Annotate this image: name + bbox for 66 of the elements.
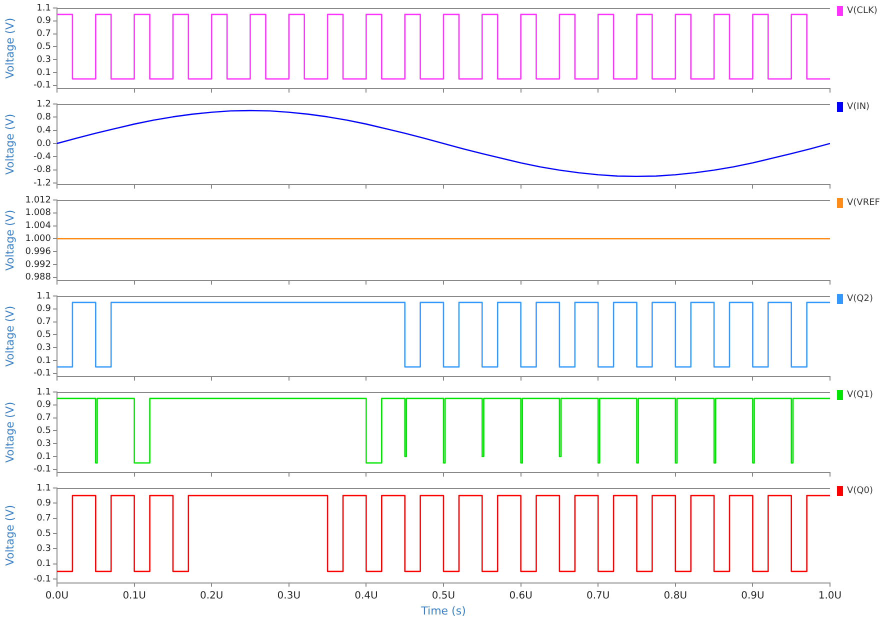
y-tick-label: 0.5 — [36, 330, 51, 340]
y-tick-label: 0.3 — [36, 54, 51, 65]
y-tick-label: 1.1 — [36, 3, 51, 14]
y-tick-label: 1.008 — [25, 208, 52, 218]
y-tick-label: 0.9 — [36, 304, 52, 314]
x-tick-label: 0.3U — [277, 590, 301, 602]
x-tick-label: 0.8U — [664, 590, 688, 602]
x-tick-label: 0.9U — [741, 590, 764, 602]
y-tick-label: -0.8 — [33, 165, 52, 176]
x-tick-label: 0.2U — [200, 590, 224, 602]
legend-label: V(Q1) — [847, 390, 873, 400]
x-tick-label: 0.5U — [432, 590, 456, 602]
y-tick-label: 0.7 — [36, 413, 51, 424]
y-tick-label: 1.000 — [25, 234, 52, 244]
y-tick-label: 0.1 — [36, 68, 51, 78]
y-tick-label: 0.7 — [36, 514, 51, 524]
y-axis-title: Voltage (V) — [3, 210, 16, 271]
y-axis-title: Voltage (V) — [3, 504, 16, 566]
y-tick-label: 0.0 — [36, 138, 52, 149]
y-tick-label: 0.1 — [36, 559, 51, 570]
x-tick-label: 0.0U — [45, 590, 69, 602]
y-tick-label: 1.004 — [25, 221, 52, 232]
y-tick-label: 1.1 — [36, 483, 51, 494]
x-axis-title: Time (s) — [420, 604, 466, 618]
y-tick-label: 0.1 — [36, 452, 51, 462]
y-tick-label: 0.7 — [36, 317, 51, 328]
y-tick-label: 1.1 — [36, 387, 51, 398]
y-tick-label: 0.8 — [36, 112, 52, 123]
x-tick-label: 0.4U — [354, 590, 378, 602]
y-axis-title: Voltage (V) — [3, 18, 16, 79]
y-tick-label: -0.1 — [33, 464, 51, 475]
y-tick-label: -0.4 — [33, 152, 52, 162]
y-tick-label: 0.3 — [36, 544, 51, 554]
y-tick-label: 0.3 — [36, 438, 51, 449]
y-tick-label: 0.992 — [25, 260, 51, 270]
y-tick-label: 0.9 — [36, 400, 52, 410]
x-tick-label: 0.1U — [122, 590, 146, 602]
y-tick-label: 0.996 — [25, 246, 52, 257]
y-tick-label: 0.9 — [36, 498, 52, 509]
y-tick-label: 0.5 — [36, 42, 51, 52]
x-tick-label: 0.7U — [586, 590, 610, 602]
y-tick-label: 0.5 — [36, 528, 51, 539]
y-tick-label: 1.2 — [36, 99, 51, 110]
x-tick-label: 0.6U — [509, 590, 532, 602]
y-tick-label: -1.2 — [33, 178, 51, 188]
y-tick-label: 0.1 — [36, 356, 51, 366]
y-axis-title: Voltage (V) — [3, 306, 16, 367]
y-tick-label: 0.988 — [25, 272, 52, 283]
y-tick-label: 1.1 — [36, 291, 51, 302]
y-axis-title: Voltage (V) — [3, 402, 16, 463]
y-tick-label: 0.5 — [36, 426, 51, 436]
legend-label: V(Q0) — [847, 486, 873, 496]
x-tick-label: 1.0U — [818, 590, 842, 602]
y-tick-label: 0.7 — [36, 29, 51, 40]
y-axis-title: Voltage (V) — [3, 114, 16, 175]
y-tick-label: 0.4 — [36, 126, 52, 136]
legend-label: V(IN) — [847, 102, 870, 112]
y-tick-label: -0.1 — [33, 574, 51, 584]
y-tick-label: 0.9 — [36, 16, 52, 26]
y-tick-label: 0.3 — [36, 342, 51, 353]
legend-label: V(Q2) — [847, 294, 873, 304]
y-tick-label: 1.012 — [25, 195, 51, 206]
legend-label: V(CLK) — [847, 6, 878, 16]
y-tick-label: -0.1 — [33, 368, 51, 379]
y-tick-label: -0.1 — [33, 80, 51, 91]
legend-label: V(VREF — [847, 198, 880, 208]
